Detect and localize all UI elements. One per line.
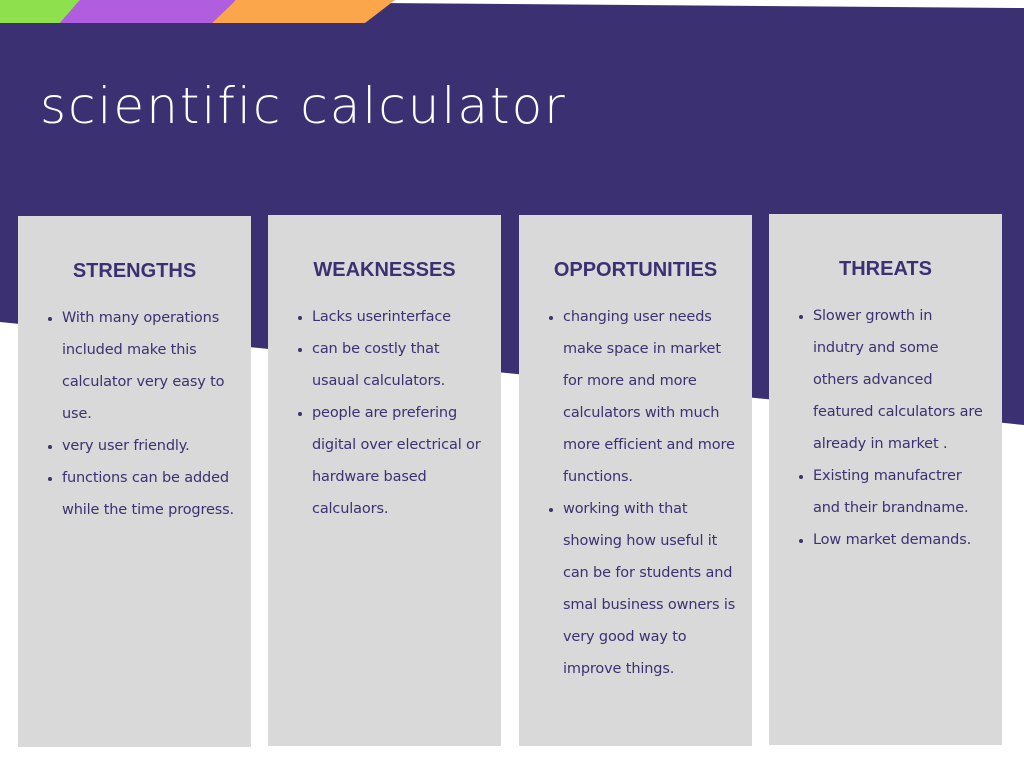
header-corner-white bbox=[930, 0, 1024, 8]
strengths-list: With many operations included make this … bbox=[42, 302, 235, 526]
stripe-green bbox=[0, 0, 80, 23]
list-item: very user friendly. bbox=[62, 430, 235, 462]
opportunities-list: changing user needs make space in market… bbox=[543, 301, 736, 685]
list-item: changing user needs make space in market… bbox=[563, 301, 736, 493]
list-item: Existing manufactrer and their brandname… bbox=[813, 460, 986, 524]
strengths-card: STRENGTHS With many operations included … bbox=[18, 216, 251, 747]
list-item: Lacks userinterface bbox=[312, 301, 485, 333]
stripe-orange bbox=[212, 0, 395, 23]
threats-list: Slower growth in indutry and some others… bbox=[793, 300, 986, 556]
list-item: working with that showing how useful it … bbox=[563, 493, 736, 685]
header-band bbox=[0, 0, 1024, 425]
page-title: scientific calculator bbox=[40, 77, 567, 135]
list-item: Low market demands. bbox=[813, 524, 986, 556]
opportunities-heading: OPPORTUNITIES bbox=[553, 259, 718, 281]
weaknesses-list: Lacks userinterface can be costly that u… bbox=[292, 301, 485, 525]
opportunities-card: OPPORTUNITIES changing user needs make s… bbox=[519, 215, 752, 746]
list-item: people are prefering digital over electr… bbox=[312, 397, 485, 525]
threats-heading: THREATS bbox=[839, 258, 932, 280]
stripe-purple bbox=[60, 0, 236, 23]
list-item: can be costly that usaual calculators. bbox=[312, 333, 485, 397]
threats-card: THREATS Slower growth in indutry and som… bbox=[769, 214, 1002, 745]
weaknesses-card: WEAKNESSES Lacks userinterface can be co… bbox=[268, 215, 501, 746]
strengths-heading: STRENGTHS bbox=[72, 260, 197, 282]
list-item: functions can be added while the time pr… bbox=[62, 462, 235, 526]
list-item: With many operations included make this … bbox=[62, 302, 235, 430]
weaknesses-heading: WEAKNESSES bbox=[313, 259, 456, 281]
list-item: Slower growth in indutry and some others… bbox=[813, 300, 986, 460]
